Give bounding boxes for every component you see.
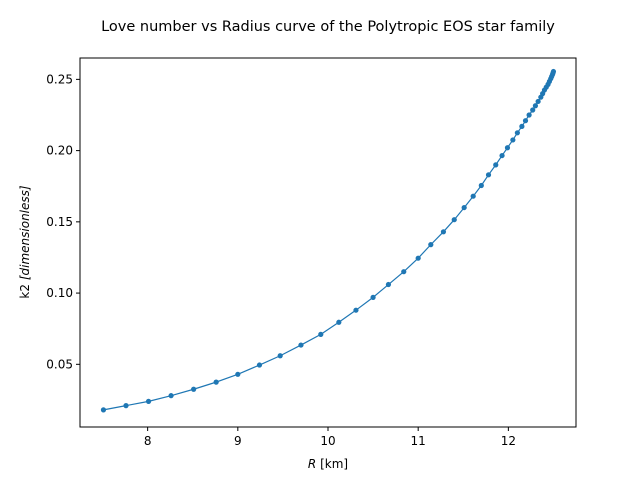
- data-point: [213, 379, 219, 385]
- x-axis-label-unit: [km]: [320, 457, 348, 471]
- data-point: [470, 193, 476, 199]
- data-point: [530, 107, 536, 113]
- data-point: [401, 269, 407, 275]
- y-axis-label: k2 [dimensionless]: [18, 185, 32, 298]
- data-point: [370, 294, 376, 300]
- data-point: [256, 362, 263, 368]
- data-point: [298, 342, 304, 348]
- data-point: [145, 398, 152, 404]
- x-tick-label: 10: [320, 434, 335, 448]
- x-tick-label: 12: [501, 434, 516, 448]
- data-point: [440, 229, 447, 235]
- data-point: [526, 112, 532, 118]
- data-point: [235, 371, 241, 377]
- y-tick-label: 0.05: [46, 357, 73, 371]
- data-point: [191, 386, 197, 392]
- data-point: [461, 204, 467, 211]
- data-point: [415, 255, 421, 261]
- x-tick-label: 11: [411, 434, 426, 448]
- data-point: [385, 281, 392, 288]
- data-point: [100, 407, 107, 413]
- data-point: [504, 145, 511, 151]
- y-tick-label: 0.25: [46, 72, 73, 86]
- data-point: [510, 137, 516, 143]
- data-point: [493, 162, 499, 168]
- data-point: [535, 98, 541, 105]
- data-point: [550, 68, 557, 75]
- data-point: [514, 130, 520, 136]
- x-tick-label: 8: [144, 434, 152, 448]
- plot-area: [80, 58, 576, 427]
- data-point: [168, 393, 174, 399]
- data-point: [318, 331, 324, 337]
- x-axis-ticks: 8 9 10 11 12: [144, 427, 516, 448]
- data-point: [485, 172, 492, 178]
- y-tick-label: 0.20: [46, 144, 73, 158]
- y-axis-label-unit: [dimensionless]: [18, 185, 32, 280]
- y-axis-label-var: k2: [18, 284, 32, 299]
- data-point: [478, 182, 484, 189]
- data-point: [451, 217, 457, 223]
- data-point: [522, 118, 529, 124]
- data-point: [428, 242, 434, 248]
- data-point: [499, 152, 505, 159]
- x-tick-label: 9: [234, 434, 242, 448]
- x-axis-label-var: R: [308, 457, 316, 471]
- data-point: [277, 353, 283, 359]
- y-tick-label: 0.15: [46, 215, 73, 229]
- y-tick-label: 0.10: [46, 286, 73, 300]
- y-axis-ticks: 0.05 0.10 0.15 0.20 0.25: [46, 72, 80, 371]
- data-point: [336, 319, 342, 325]
- data-point: [519, 123, 525, 129]
- chart-title: Love number vs Radius curve of the Polyt…: [101, 19, 555, 35]
- x-axis-label: R [km]: [308, 457, 348, 471]
- data-point: [353, 307, 359, 313]
- series-layer: [100, 68, 557, 413]
- data-point: [123, 403, 129, 409]
- data-point: [532, 103, 539, 109]
